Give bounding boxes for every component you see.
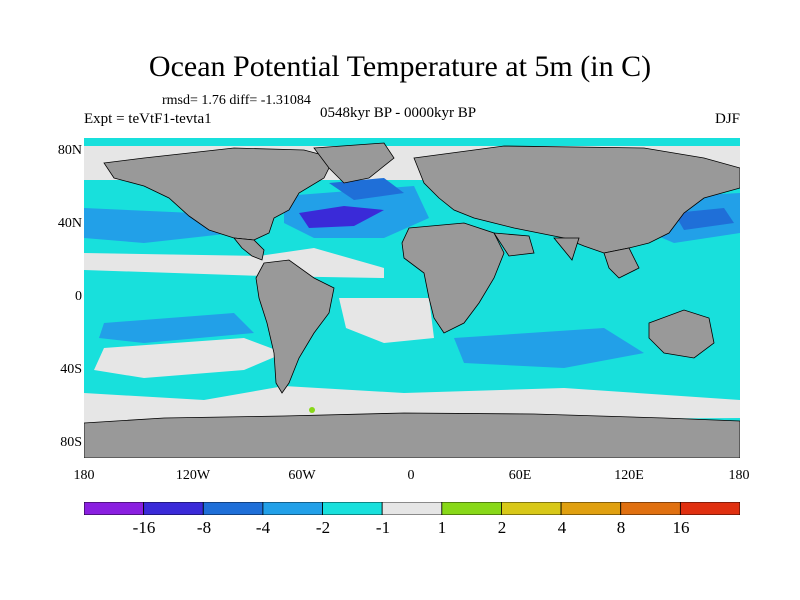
south-pacific-mid	[99, 313, 254, 343]
south-atlantic-patch	[339, 298, 434, 343]
gulf-stream-deep	[299, 206, 384, 228]
colorbar-swatch-1	[143, 502, 204, 515]
central-america	[233, 237, 265, 261]
colorbar-swatch-3	[262, 502, 323, 515]
lon-label-120e: 120E	[614, 468, 644, 483]
antarctica	[84, 412, 740, 458]
lon-label-60e: 60E	[508, 468, 532, 483]
south-atlantic-warm	[309, 407, 315, 413]
pacific-light-patch	[94, 338, 284, 378]
colorbar	[84, 502, 740, 515]
southeast-asia	[603, 247, 640, 279]
experiment-label: Expt = teVtF1-tevta1	[84, 111, 212, 127]
colorbar-swatch-7	[501, 502, 562, 515]
colorbar-label-3: -2	[315, 518, 331, 537]
colorbar-label-1: -8	[196, 518, 212, 537]
africa	[401, 222, 505, 334]
colorbar-label-8: 8	[616, 518, 626, 537]
lat-label-80n: 80N	[57, 143, 82, 158]
colorbar-label-2: -4	[255, 518, 271, 537]
lat-label-40n: 40N	[57, 216, 82, 231]
colorbar-label-9: 16	[672, 518, 690, 537]
colorbar-swatch-0	[84, 502, 145, 515]
lat-label-40s: 40S	[60, 362, 82, 377]
colorbar-label-0: -16	[132, 518, 156, 537]
colorbar-swatch-6	[441, 502, 502, 515]
lon-label-60w: 60W	[288, 468, 316, 483]
colorbar-swatch-4	[322, 502, 383, 515]
india	[553, 237, 580, 261]
tropical-band	[84, 248, 384, 278]
colorbar-swatch-9	[620, 502, 681, 515]
kuroshio-blue	[674, 208, 734, 230]
colorbar-swatch-8	[560, 502, 622, 515]
greenland	[313, 142, 395, 184]
lat-label-80s: 80S	[60, 435, 82, 450]
colorbar-label-6: 2	[497, 518, 507, 537]
colorbar-label-5: 1	[437, 518, 447, 537]
southern-ocean-band	[84, 386, 740, 423]
colorbar-swatch-5	[381, 502, 443, 515]
labrador-blue	[329, 178, 404, 200]
lat-label-0: 0	[75, 289, 82, 304]
colorbar-swatch-10	[679, 502, 740, 515]
map-title: Ocean Potential Temperature at 5m (in C)	[148, 50, 652, 83]
south-america	[255, 259, 335, 394]
season-label: DJF	[714, 111, 740, 127]
world-map	[84, 138, 740, 458]
lon-label-180e: 180	[728, 468, 750, 483]
lon-label-0: 0	[407, 468, 415, 483]
colorbar-label-7: 4	[557, 518, 567, 537]
indian-ocean-mid	[454, 328, 644, 368]
colorbar-label-4: -1	[375, 518, 391, 537]
north-america	[103, 147, 335, 241]
colorbar-swatch-2	[202, 502, 264, 515]
period-label: 0548kyr BP - 0000kyr BP	[320, 105, 477, 121]
australia	[648, 309, 715, 359]
lon-label-120w: 120W	[175, 468, 211, 483]
arabia	[493, 232, 535, 257]
stats-label: rmsd= 1.76 diff= -1.31084	[162, 93, 311, 108]
lon-label-180w: 180	[73, 468, 95, 483]
